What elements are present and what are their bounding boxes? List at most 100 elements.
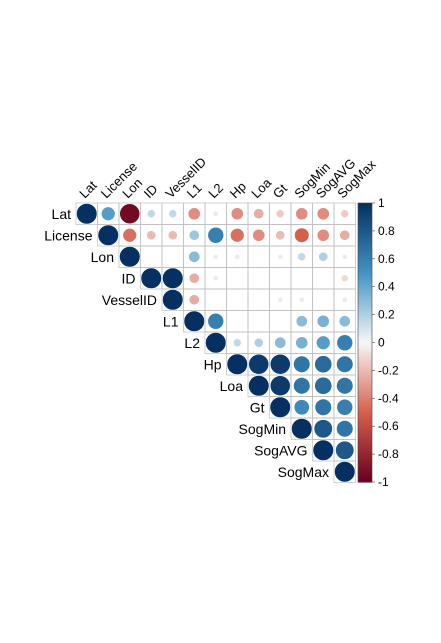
corr-circle-L2-SogMin xyxy=(295,336,309,350)
corr-circle-Lat-Gt xyxy=(275,209,285,219)
corr-circle-Loa-SogMin xyxy=(293,377,311,395)
colorbar-segment xyxy=(358,365,372,369)
colorbar-segment xyxy=(358,372,372,376)
colorbar-segment xyxy=(358,305,372,309)
colorbar-segment xyxy=(358,470,372,474)
corr-circle-Lon-Lon xyxy=(119,246,141,268)
corr-circle-Loa-SogAVG xyxy=(314,376,333,395)
corr-circle-Lat-SogMax xyxy=(340,209,350,219)
corr-circle-VesselID-SogMin xyxy=(299,297,305,303)
corr-circle-L2-SogAVG xyxy=(316,335,331,350)
colorbar-segment xyxy=(358,384,372,388)
colorbar-segment xyxy=(358,400,372,404)
colorbar-segment xyxy=(358,244,372,248)
colorbar-segment xyxy=(358,477,372,481)
colorbar-segment xyxy=(358,289,372,292)
colorbar-segment xyxy=(358,423,372,427)
colorbar-segment xyxy=(358,205,372,209)
row-label-Gt: Gt xyxy=(250,399,265,415)
colorbar-segment xyxy=(358,437,372,441)
colorbar-segment xyxy=(358,379,372,383)
row-label-L2: L2 xyxy=(184,335,200,351)
colorbar-segment xyxy=(358,265,372,269)
corr-circle-License-SogMin xyxy=(294,227,310,243)
colorbar-segment xyxy=(358,475,372,478)
corr-circle-Lat-L2 xyxy=(213,211,219,217)
grid-cell-Lon-Loa xyxy=(247,245,270,268)
colorbar-segment xyxy=(358,223,372,227)
colorbar-segment xyxy=(358,340,372,344)
colorbar-segment xyxy=(358,326,372,330)
colorbar-tick--1: -1 xyxy=(378,475,389,489)
colorbar-segment xyxy=(358,293,372,297)
colorbar-segment xyxy=(358,449,372,453)
colorbar-segment xyxy=(358,256,372,260)
colorbar-segment xyxy=(358,298,372,302)
corr-circle-ID-ID xyxy=(140,267,162,289)
colorbar-segment xyxy=(358,212,372,216)
colorbar-segment xyxy=(358,216,372,220)
colorbar-segment xyxy=(358,435,372,439)
colorbar-segment xyxy=(358,433,372,437)
colorbar-segment xyxy=(358,254,372,258)
corr-circle-L2-Loa xyxy=(253,337,264,348)
corr-circle-License-ID xyxy=(146,230,157,241)
corr-circle-License-License xyxy=(97,224,119,246)
corr-circle-Hp-SogAVG xyxy=(314,355,333,374)
colorbar-segment xyxy=(358,363,372,367)
corr-circle-License-L1 xyxy=(188,229,200,241)
colorbar-segment xyxy=(358,319,372,323)
colorbar-segment xyxy=(358,270,372,274)
colorbar-tick-labels: 1 0.8 0.6 0.4 0.2 0 -0.2 -0.4 -0.6 -0.8 -1 xyxy=(372,196,399,489)
corr-circle-License-Gt xyxy=(275,230,286,241)
corr-circle-Lat-L1 xyxy=(187,207,201,221)
corr-circle-License-L2 xyxy=(207,226,225,244)
col-label-VesselID: VesselID xyxy=(162,154,209,201)
colorbar-segment xyxy=(358,430,372,434)
corr-circle-Lat-VesselID xyxy=(168,209,178,219)
colorbar-segment xyxy=(358,354,372,358)
colorbar-tick-1: 1 xyxy=(378,196,385,210)
col-label-Hp: Hp xyxy=(227,179,249,201)
col-label-Lat: Lat xyxy=(76,177,100,201)
colorbar-segment xyxy=(358,358,372,362)
colorbar-segment xyxy=(358,275,372,278)
corr-circle-L2-SogMax xyxy=(336,334,354,352)
col-label-L2: L2 xyxy=(205,180,226,201)
colorbar-segment xyxy=(358,251,372,255)
corr-circle-SogMin-SogMax xyxy=(336,420,354,438)
colorbar-segment xyxy=(358,337,372,341)
corr-circle-License-Loa xyxy=(252,228,266,242)
colorbar-segment xyxy=(358,302,372,306)
corr-circle-License-Lon xyxy=(122,228,137,243)
corr-circle-VesselID-SogMax xyxy=(342,297,348,303)
corr-circle-Hp-Hp xyxy=(226,353,248,375)
corr-circle-Lon-SogAVG xyxy=(318,251,329,262)
grid-cell-L1-Loa xyxy=(247,310,270,333)
corr-circle-ID-L2 xyxy=(213,275,219,281)
colorbar-tick--0.2: -0.2 xyxy=(378,363,399,377)
grid-cell-ID-Loa xyxy=(247,267,270,290)
corr-circle-License-VesselID xyxy=(167,230,178,241)
colorbar-segment xyxy=(358,261,372,265)
colorbar-segment xyxy=(358,330,372,334)
colorbar-segment xyxy=(358,258,372,262)
row-label-SogMin: SogMin xyxy=(239,421,286,437)
colorbar-segment xyxy=(358,242,372,246)
colorbar-segment xyxy=(358,277,372,281)
row-label-Lat: Lat xyxy=(52,206,72,222)
corr-circle-Hp-Loa xyxy=(248,353,270,375)
corr-circle-Lat-Lat xyxy=(76,203,98,225)
corr-circle-Lat-Lon xyxy=(119,203,141,225)
corr-circle-ID-VesselID xyxy=(162,267,184,289)
colorbar-segment xyxy=(358,221,372,225)
row-label-License: License xyxy=(44,227,92,243)
colorbar-segment xyxy=(358,416,372,420)
colorbar-segment xyxy=(358,412,372,416)
colorbar-segment xyxy=(358,398,372,402)
corr-circle-SogAVG-SogAVG xyxy=(312,439,334,461)
corr-circle-Hp-Gt xyxy=(269,353,291,375)
row-label-SogAVG: SogAVG xyxy=(254,442,307,458)
colorbar-segment xyxy=(358,351,372,355)
colorbar-tick--0.8: -0.8 xyxy=(378,447,399,461)
